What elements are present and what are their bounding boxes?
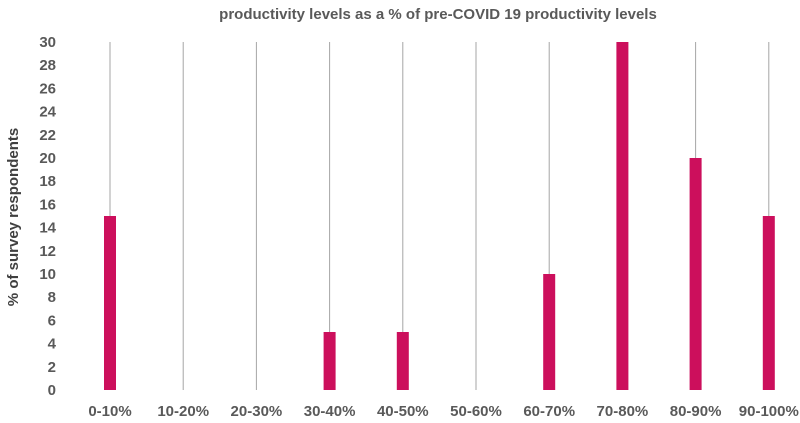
x-tick-label: 50-60% <box>450 403 502 420</box>
y-tick-label: 18 <box>39 173 56 190</box>
x-tick-label: 90-100% <box>739 403 799 420</box>
y-tick-label: 14 <box>39 220 56 237</box>
x-tick-label: 10-20% <box>157 403 209 420</box>
y-tick-label: 28 <box>39 57 56 74</box>
y-axis-label: % of survey respondents <box>5 128 22 306</box>
x-axis-ticks: 0-10% 10-20% 20-30% 30-40% 40-50% 50-60% 60-70… <box>88 403 799 420</box>
y-tick-label: 16 <box>39 196 56 213</box>
x-tick-label: 0-10% <box>88 403 131 420</box>
bars <box>104 42 775 390</box>
x-tick-label: 30-40% <box>304 403 356 420</box>
y-tick-label: 6 <box>48 312 56 329</box>
chart-title: productivity levels as a % of pre-COVID … <box>219 6 657 23</box>
y-tick-label: 20 <box>39 150 56 167</box>
y-tick-label: 22 <box>39 127 56 144</box>
y-tick-label: 4 <box>48 336 57 353</box>
bar-40-50% <box>396 332 409 390</box>
x-tick-label: 20-30% <box>231 403 283 420</box>
y-tick-label: 0 <box>48 382 56 399</box>
y-tick-label: 24 <box>39 104 56 121</box>
bar-70-80% <box>616 42 629 390</box>
y-tick-label: 2 <box>48 359 56 376</box>
bar-60-70% <box>543 274 556 390</box>
gridlines <box>109 42 770 390</box>
bar-0-10% <box>104 216 116 390</box>
bar-80-90% <box>689 158 702 390</box>
bar-30-40% <box>323 332 336 390</box>
y-tick-label: 10 <box>39 266 56 283</box>
y-tick-label: 30 <box>39 34 56 51</box>
y-tick-label: 26 <box>39 80 56 97</box>
x-tick-label: 40-50% <box>377 403 429 420</box>
y-tick-label: 12 <box>39 243 56 260</box>
x-tick-label: 80-90% <box>670 403 722 420</box>
y-tick-label: 8 <box>48 289 56 306</box>
x-tick-label: 60-70% <box>523 403 575 420</box>
bar-90-100% <box>762 216 775 390</box>
x-tick-label: 70-80% <box>597 403 649 420</box>
